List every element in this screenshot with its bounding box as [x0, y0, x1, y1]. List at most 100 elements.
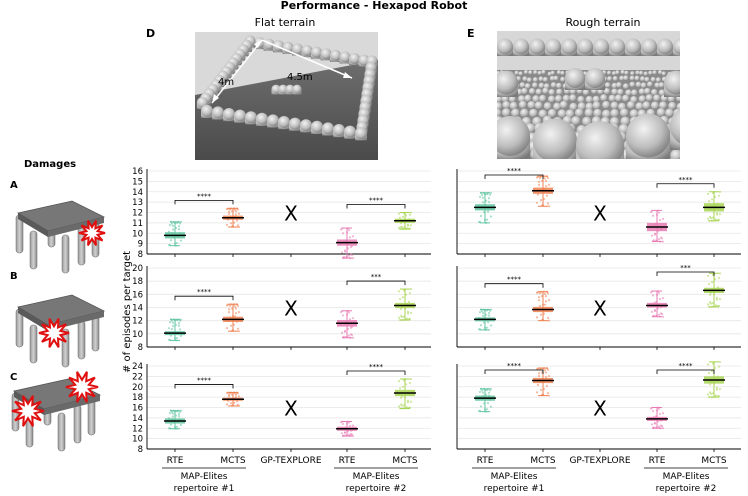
sample-point [400, 226, 404, 229]
x-label-mcts-2-rough: MCTS [701, 456, 727, 466]
pebble [610, 108, 619, 118]
pebble [560, 70, 565, 76]
damage-letter-b: B [10, 271, 18, 282]
pebble [658, 89, 666, 96]
sample-point [233, 305, 237, 308]
pillar-dome [201, 104, 213, 117]
pebble [631, 89, 638, 96]
y-tick-label: 11 [132, 219, 143, 229]
pebble [553, 102, 561, 111]
sample-point [480, 389, 484, 392]
pebble [616, 82, 622, 88]
pebble [559, 100, 568, 109]
pillar-dome [278, 84, 288, 94]
pillar-dome [245, 111, 257, 124]
pebble [610, 101, 619, 110]
significance-bracket [484, 174, 544, 179]
pebble [620, 69, 625, 75]
no-data-cross: X [284, 202, 298, 226]
sample-point [543, 292, 547, 296]
pebble [492, 176, 506, 190]
pillar-dome [545, 38, 561, 55]
pillar-dome [349, 53, 360, 64]
sample-point [167, 327, 171, 330]
pebble [497, 102, 503, 111]
sample-point [170, 222, 174, 225]
pebble [644, 76, 650, 83]
pebble [511, 108, 520, 118]
sample-point [707, 282, 711, 286]
sample-point [543, 177, 547, 180]
group-label-1-line1: MAP-Elites [181, 472, 228, 482]
pillar-dome [292, 43, 303, 55]
sample-point [169, 423, 173, 426]
pebble [556, 70, 562, 75]
pebble [547, 108, 557, 118]
box-rte-3 [646, 406, 668, 430]
box-panel-rough-c: X **** **** [456, 360, 741, 452]
pebble [590, 166, 604, 180]
significance-label: *** [680, 264, 691, 272]
sample-point [487, 197, 491, 200]
robot-leg [73, 404, 82, 444]
pillar-dome [289, 117, 301, 130]
sample-point [397, 316, 401, 319]
pillar-dome [533, 118, 577, 159]
no-data-cross: X [593, 297, 607, 321]
pebble [611, 82, 618, 89]
sample-point [237, 330, 241, 333]
y-tick-label: 14 [132, 304, 143, 314]
pebble [577, 95, 585, 104]
sample-point [660, 425, 664, 428]
y-tick-label: 14 [132, 414, 143, 424]
no-data-cross: X [593, 202, 607, 226]
pebble [541, 69, 546, 75]
sample-point [546, 176, 550, 180]
sample-point [409, 311, 413, 315]
sample-point [236, 224, 240, 227]
sample-point [487, 391, 491, 395]
pebble [647, 167, 661, 181]
sample-point [658, 297, 662, 301]
pebble [600, 94, 608, 102]
sample-point [653, 233, 657, 236]
sample-point [537, 299, 541, 302]
pillar-dome [300, 119, 312, 132]
pebble [556, 88, 563, 96]
sample-point [717, 194, 721, 197]
pebble [523, 69, 529, 75]
sample-point [706, 217, 710, 220]
sample-point [171, 224, 175, 227]
sample-point [707, 372, 711, 375]
significance-bracket [656, 271, 715, 276]
sample-point [236, 327, 240, 330]
pebble [654, 82, 661, 89]
sample-point [347, 311, 351, 314]
sample-point [409, 224, 413, 227]
pebble [538, 76, 544, 82]
pebble [505, 186, 520, 201]
sample-point [715, 388, 719, 391]
pebble [655, 157, 665, 159]
sample-point [715, 298, 719, 301]
sample-point [409, 377, 413, 381]
sample-point [539, 199, 543, 202]
column-letter-rough: E [467, 27, 475, 40]
pebble [619, 166, 633, 180]
sample-point [710, 198, 714, 201]
sample-point [480, 193, 484, 197]
sample-point [340, 331, 344, 334]
pebble [676, 102, 680, 111]
pebble [629, 75, 635, 81]
pebble [508, 95, 516, 103]
sample-point [177, 415, 181, 418]
sample-point [651, 409, 655, 413]
sample-point [715, 296, 719, 300]
sample-point [237, 395, 241, 398]
pebble [527, 100, 536, 109]
y-tick-label: 18 [132, 393, 143, 403]
pebble [533, 70, 538, 75]
box-mcts-1 [222, 303, 244, 333]
sample-point [709, 302, 713, 305]
sample-point [179, 409, 183, 412]
